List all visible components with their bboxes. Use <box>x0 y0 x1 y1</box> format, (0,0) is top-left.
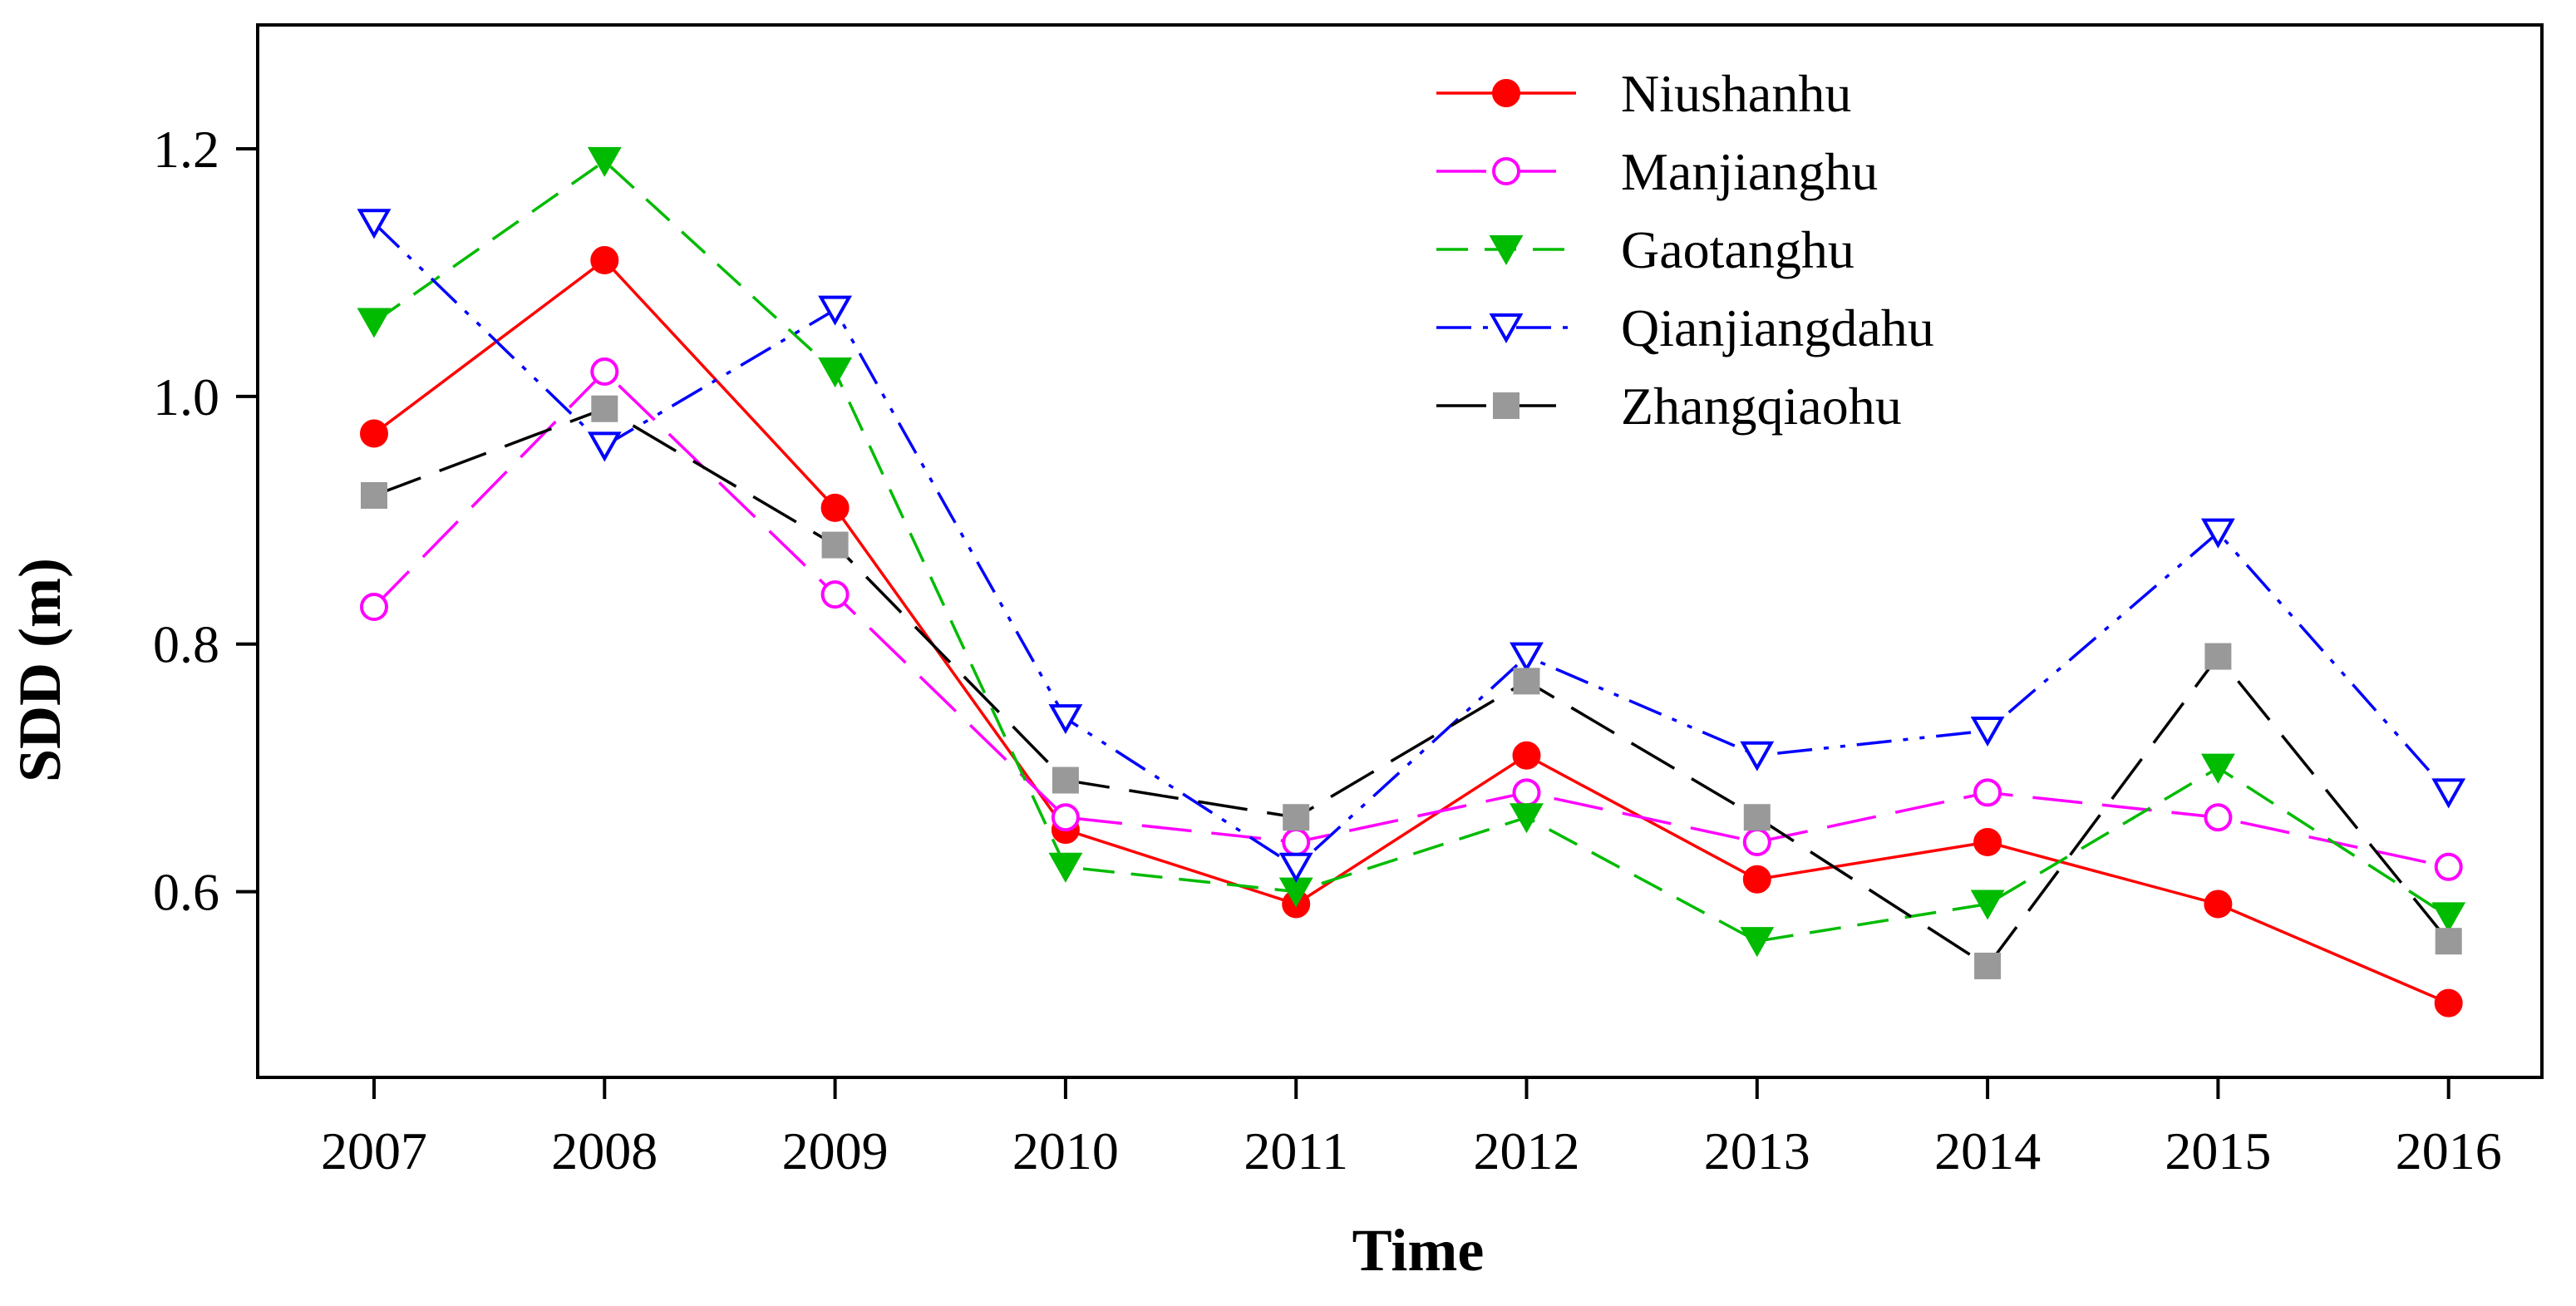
data-point-niushanhu <box>1512 741 1541 770</box>
series-zhangqiaohu <box>361 395 2462 979</box>
series-line-niushanhu <box>372 258 2450 1005</box>
x-tick-label: 2009 <box>782 1121 889 1180</box>
data-point-manjianghu <box>1512 778 1541 807</box>
x-tick-label: 2014 <box>1934 1121 2041 1180</box>
legend-marker-niushanhu <box>1492 79 1520 107</box>
x-tick-label: 2013 <box>1704 1121 1810 1180</box>
data-point-gaotanghu <box>818 357 853 388</box>
data-point-gaotanghu <box>1510 803 1544 834</box>
data-point-qianjiangdahu <box>1740 741 1775 771</box>
data-point-niushanhu <box>360 419 388 448</box>
series-layer <box>357 146 2466 1018</box>
data-point-zhangqiaohu <box>2435 928 2462 955</box>
plot-frame <box>256 23 2544 1079</box>
data-point-niushanhu <box>2204 890 2233 919</box>
data-point-qianjiangdahu <box>2431 778 2466 809</box>
data-point-qianjiangdahu <box>357 209 392 239</box>
legend-marker-gaotanghu <box>1489 235 1524 266</box>
data-point-zhangqiaohu <box>361 481 387 509</box>
data-point-manjianghu <box>1973 778 2002 807</box>
legend-label-zhangqiaohu: Zhangqiaohu <box>1621 377 1902 436</box>
data-point-qianjiangdahu <box>818 295 853 326</box>
x-tick-label: 2007 <box>321 1121 427 1180</box>
data-point-manjianghu <box>590 357 619 387</box>
data-point-gaotanghu <box>1740 927 1775 958</box>
legend-label-qianjiangdahu: Qianjiangdahu <box>1621 298 1934 357</box>
data-point-manjianghu <box>2204 803 2233 832</box>
data-point-niushanhu <box>820 493 850 522</box>
series-qianjiangdahu <box>357 209 2466 883</box>
plot-border <box>256 23 2544 1079</box>
legend-entry-manjianghu: Manjianghu <box>1436 142 1878 201</box>
data-point-gaotanghu <box>357 308 392 338</box>
data-point-manjianghu <box>360 593 388 622</box>
legend-marker-qianjiangdahu <box>1489 313 1524 344</box>
data-point-zhangqiaohu <box>1743 804 1771 831</box>
legend-label-gaotanghu: Gaotanghu <box>1621 220 1854 279</box>
x-tick-label: 2012 <box>1474 1121 1580 1180</box>
y-tick-label: 0.8 <box>153 615 219 674</box>
data-point-zhangqiaohu <box>821 531 849 559</box>
data-point-manjianghu <box>820 580 850 609</box>
x-tick-label: 2010 <box>1012 1121 1119 1180</box>
x-tick-label: 2016 <box>2396 1121 2502 1180</box>
data-point-zhangqiaohu <box>2204 643 2232 670</box>
data-point-zhangqiaohu <box>591 395 618 422</box>
data-point-qianjiangdahu <box>1278 852 1313 883</box>
legend-marker-zhangqiaohu <box>1493 392 1519 419</box>
x-tick-label: 2015 <box>2165 1121 2271 1180</box>
legend-label-manjianghu: Manjianghu <box>1621 142 1878 201</box>
data-point-zhangqiaohu <box>1974 952 2002 979</box>
series-line-gaotanghu <box>372 159 2450 943</box>
legend-entry-qianjiangdahu: Qianjiangdahu <box>1436 298 1934 357</box>
series-gaotanghu <box>357 146 2466 958</box>
y-tick-label: 0.6 <box>153 863 219 922</box>
data-point-zhangqiaohu <box>1513 668 1540 695</box>
series-line-zhangqiaohu <box>373 407 2450 968</box>
legend-entry-gaotanghu: Gaotanghu <box>1436 220 1854 279</box>
data-point-zhangqiaohu <box>1283 804 1310 831</box>
data-point-qianjiangdahu <box>2200 518 2235 549</box>
legend-label-niushanhu: Niushanhu <box>1621 64 1851 123</box>
legend: Niushanhu Manjianghu Gaotanghu Qianjiangdah… <box>1436 64 1934 436</box>
data-point-gaotanghu <box>2200 753 2235 784</box>
y-tick-label: 1.0 <box>153 367 219 426</box>
data-point-niushanhu <box>1973 828 2002 857</box>
data-point-zhangqiaohu <box>1052 766 1079 794</box>
x-axis-title: Time <box>1352 1217 1485 1284</box>
data-point-manjianghu <box>1742 828 1771 857</box>
data-point-qianjiangdahu <box>1510 642 1544 673</box>
y-axis: 0.6 0.8 1.0 1.2 <box>153 120 258 922</box>
series-line-qianjiangdahu <box>372 222 2450 870</box>
data-point-niushanhu <box>1742 865 1771 894</box>
series-line-manjianghu <box>372 369 2450 869</box>
data-point-qianjiangdahu <box>1970 716 2005 747</box>
data-point-manjianghu <box>1051 803 1080 832</box>
data-point-gaotanghu <box>1970 890 2005 920</box>
data-point-gaotanghu <box>587 146 622 177</box>
legend-entry-zhangqiaohu: Zhangqiaohu <box>1436 377 1902 436</box>
data-point-gaotanghu <box>1048 852 1083 883</box>
data-point-manjianghu <box>2434 852 2463 881</box>
series-manjianghu <box>360 357 2463 881</box>
x-tick-label: 2008 <box>551 1121 658 1180</box>
x-tick-label: 2011 <box>1244 1121 1348 1180</box>
data-point-niushanhu <box>2434 988 2463 1018</box>
y-tick-label: 1.2 <box>153 120 219 179</box>
data-point-manjianghu <box>1282 828 1311 857</box>
data-point-gaotanghu <box>2431 902 2466 933</box>
x-axis: 2007 2008 2009 2010 2011 2012 2013 2014 2015 2016 <box>321 1077 2502 1180</box>
data-point-qianjiangdahu <box>587 431 622 462</box>
legend-entry-niushanhu: Niushanhu <box>1436 64 1851 123</box>
data-point-niushanhu <box>590 245 619 274</box>
legend-marker-manjianghu <box>1492 157 1520 185</box>
data-point-qianjiangdahu <box>1048 704 1083 735</box>
y-axis-title: SDD (m) <box>7 558 73 782</box>
